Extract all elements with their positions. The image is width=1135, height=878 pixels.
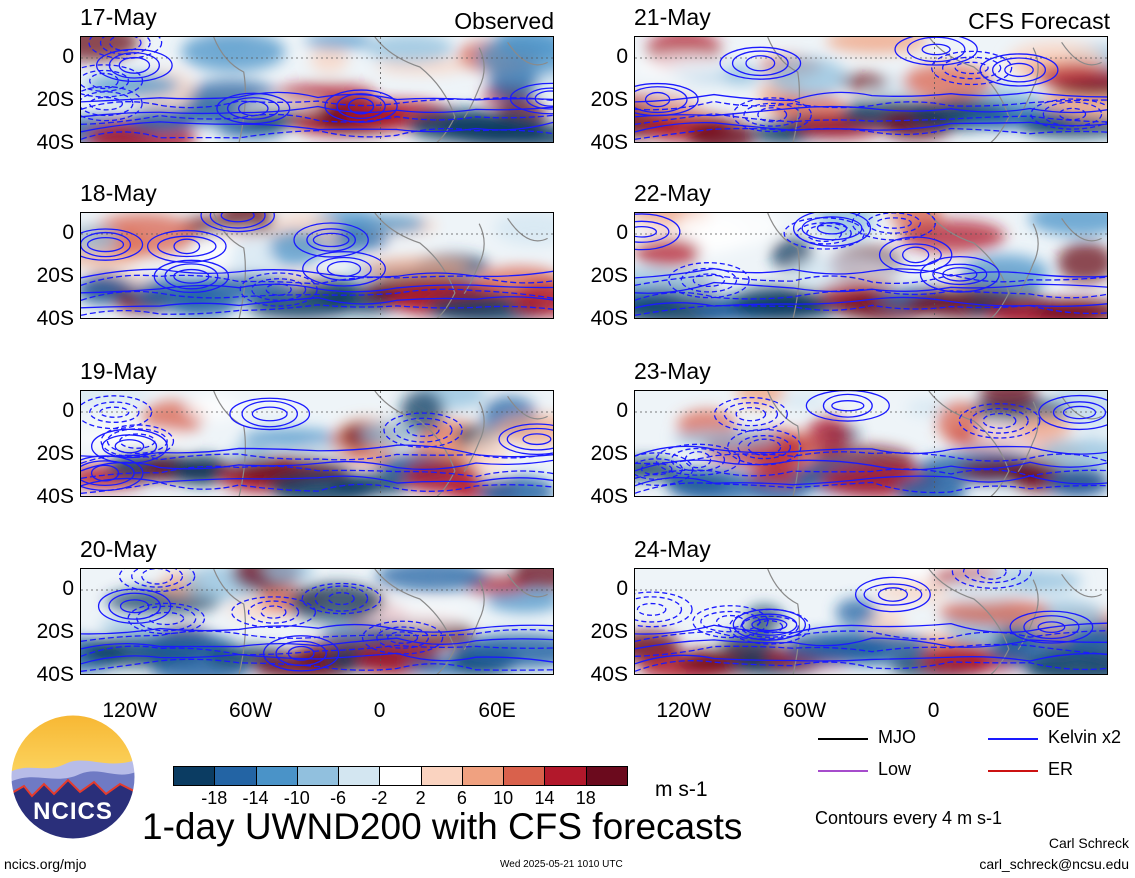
colorbar-swatch [544, 766, 587, 786]
legend-line [988, 738, 1038, 740]
legend-label: ER [1048, 759, 1074, 779]
panel-date: 17-May [80, 4, 157, 30]
y-tick-label: 0 [62, 221, 74, 244]
map-canvas [635, 213, 1107, 318]
uwnd-map-panel [634, 390, 1108, 497]
y-tick-label: 20S [590, 264, 628, 287]
map-canvas [635, 37, 1107, 142]
forecast-label: CFS Forecast [968, 8, 1110, 34]
contour-note: Contours every 4 m s-1 [815, 808, 1003, 828]
map-canvas [81, 213, 553, 318]
uwnd-map-panel [80, 390, 554, 497]
map-canvas [81, 37, 553, 142]
y-tick-label: 0 [616, 45, 628, 68]
footer-url[interactable]: ncics.org/mjo [4, 856, 87, 872]
y-tick-label: 20S [590, 88, 628, 111]
uwnd-map-panel [634, 568, 1108, 675]
legend-line [818, 738, 868, 740]
legend-line [988, 770, 1038, 772]
colorbar-swatch [585, 766, 628, 786]
colorbar-swatch [420, 766, 463, 786]
uwnd-map-panel [80, 36, 554, 143]
map-canvas [81, 569, 553, 674]
x-tick-label: 60E [1032, 699, 1070, 722]
legend-label: Kelvin x2 [1048, 727, 1122, 747]
colorbar-label: -6 [330, 788, 347, 808]
colorbar-label: -18 [201, 788, 228, 808]
y-tick-label: 20S [36, 88, 74, 111]
colorbar-swatch [173, 766, 216, 786]
y-tick-label: 0 [616, 399, 628, 422]
colorbar-swatch [461, 766, 505, 786]
panel-date: 19-May [80, 358, 157, 384]
y-tick-label: 20S [36, 620, 74, 643]
y-tick-label: 0 [62, 45, 74, 68]
uwnd-map-panel [634, 212, 1108, 319]
x-tick-label: 60W [229, 699, 273, 722]
uwnd-map-panel [634, 36, 1108, 143]
footer-timestamp: Wed 2025-05-21 1010 UTC [500, 859, 623, 870]
footer-author: Carl Schreck [1048, 835, 1129, 851]
x-tick-label: 120W [102, 699, 158, 722]
colorbar-swatch [338, 766, 381, 786]
colorbar-label: -2 [371, 788, 388, 808]
panel-date: 18-May [80, 180, 157, 206]
map-canvas [81, 391, 553, 496]
panel-date: 21-May [634, 4, 711, 30]
colorbar-label: 14 [534, 788, 555, 808]
x-tick-label: 60E [478, 699, 516, 722]
figure-title: 1-day UWND200 with CFS forecasts [142, 806, 743, 847]
colorbar-label: -14 [242, 788, 269, 808]
colorbar-label: 6 [456, 788, 467, 808]
colorbar-swatch [214, 766, 257, 786]
y-tick-label: 0 [616, 221, 628, 244]
colorbar-label: 2 [415, 788, 426, 808]
colorbar-label: 10 [493, 788, 514, 808]
y-tick-label: 0 [62, 399, 74, 422]
legend-label: Low [878, 759, 912, 779]
x-tick-label: 0 [373, 699, 386, 722]
map-canvas [635, 569, 1107, 674]
panel-date: 23-May [634, 358, 711, 384]
y-tick-label: 40S [590, 485, 628, 508]
colorbar-swatch [503, 766, 546, 786]
y-tick-label: 20S [36, 442, 74, 465]
colorbar-swatch [379, 766, 422, 786]
x-tick-label: 0 [927, 699, 940, 722]
ncics-logo: NCICS [10, 714, 136, 840]
colorbar-label: 18 [575, 788, 596, 808]
y-tick-label: 0 [616, 577, 628, 600]
map-canvas [635, 391, 1107, 496]
colorbar [173, 766, 628, 786]
y-tick-label: 20S [36, 264, 74, 287]
y-tick-label: 0 [62, 577, 74, 600]
legend-label: MJO [878, 727, 916, 747]
colorbar-label: -10 [283, 788, 310, 808]
colorbar-swatch [296, 766, 340, 786]
x-tick-label: 60W [783, 699, 827, 722]
y-tick-label: 40S [36, 307, 74, 330]
panel-date: 24-May [634, 536, 711, 562]
panel-date: 22-May [634, 180, 711, 206]
y-tick-label: 40S [36, 131, 74, 154]
y-tick-label: 40S [590, 307, 628, 330]
footer-email[interactable]: carl_schreck@ncsu.edu [979, 856, 1129, 872]
y-tick-label: 40S [36, 663, 74, 686]
y-tick-label: 20S [590, 442, 628, 465]
y-tick-label: 40S [36, 485, 74, 508]
legend-line [818, 770, 868, 772]
y-tick-label: 40S [590, 663, 628, 686]
observed-label: Observed [454, 8, 554, 34]
logo-text: NCICS [33, 798, 113, 825]
uwnd-map-panel [80, 212, 554, 319]
panel-date: 20-May [80, 536, 157, 562]
uwnd-map-panel [80, 568, 554, 675]
y-tick-label: 40S [590, 131, 628, 154]
y-tick-label: 20S [590, 620, 628, 643]
x-tick-label: 120W [656, 699, 712, 722]
colorbar-units: m s-1 [655, 778, 708, 801]
colorbar-swatch [255, 766, 298, 786]
